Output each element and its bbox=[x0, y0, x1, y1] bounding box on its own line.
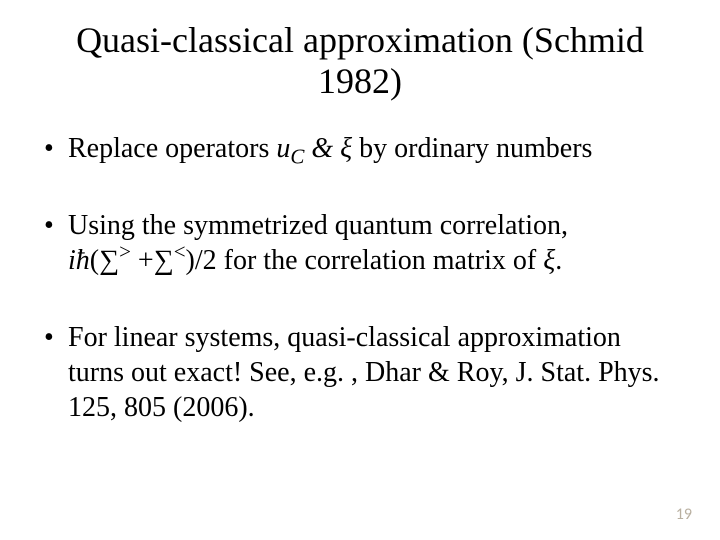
bullet-1: Replace operators uC & ξ by ordinary num… bbox=[40, 131, 680, 166]
bullet-1-xi: ξ bbox=[340, 133, 352, 164]
bullet-2-close: )/2 for the correlation matrix of bbox=[186, 245, 544, 276]
slide-title: Quasi-classical approximation (Schmid 19… bbox=[30, 20, 690, 103]
bullet-2: Using the symmetrized quantum correlatio… bbox=[40, 208, 680, 278]
bullet-2-i: i bbox=[68, 245, 76, 276]
bullet-2-open: ( bbox=[90, 245, 99, 276]
page-number: 19 bbox=[676, 505, 692, 524]
bullet-3: For linear systems, quasi-classical appr… bbox=[40, 320, 680, 425]
bullet-2-sigma1: ∑ bbox=[99, 245, 119, 276]
bullet-1-uC-subC: C bbox=[290, 144, 304, 168]
bullet-1-uC-u: u bbox=[276, 133, 290, 164]
bullet-2-sup1: > bbox=[119, 239, 131, 263]
slide: Quasi-classical approximation (Schmid 19… bbox=[0, 0, 720, 540]
bullet-2-sigma2: ∑ bbox=[154, 245, 174, 276]
bullet-2-line1: Using the symmetrized quantum correlatio… bbox=[68, 210, 568, 241]
bullet-list: Replace operators uC & ξ by ordinary num… bbox=[40, 131, 680, 425]
bullet-2-plus: + bbox=[131, 245, 154, 276]
bullet-2-hbar: ħ bbox=[76, 245, 90, 276]
bullet-1-amp: & bbox=[304, 133, 340, 164]
bullet-2-dot: . bbox=[555, 245, 562, 276]
bullet-2-sup2: < bbox=[174, 239, 186, 263]
bullet-1-prefix: Replace operators bbox=[68, 133, 276, 164]
bullet-1-suffix: by ordinary numbers bbox=[352, 133, 592, 164]
bullet-2-xi: ξ bbox=[543, 245, 555, 276]
